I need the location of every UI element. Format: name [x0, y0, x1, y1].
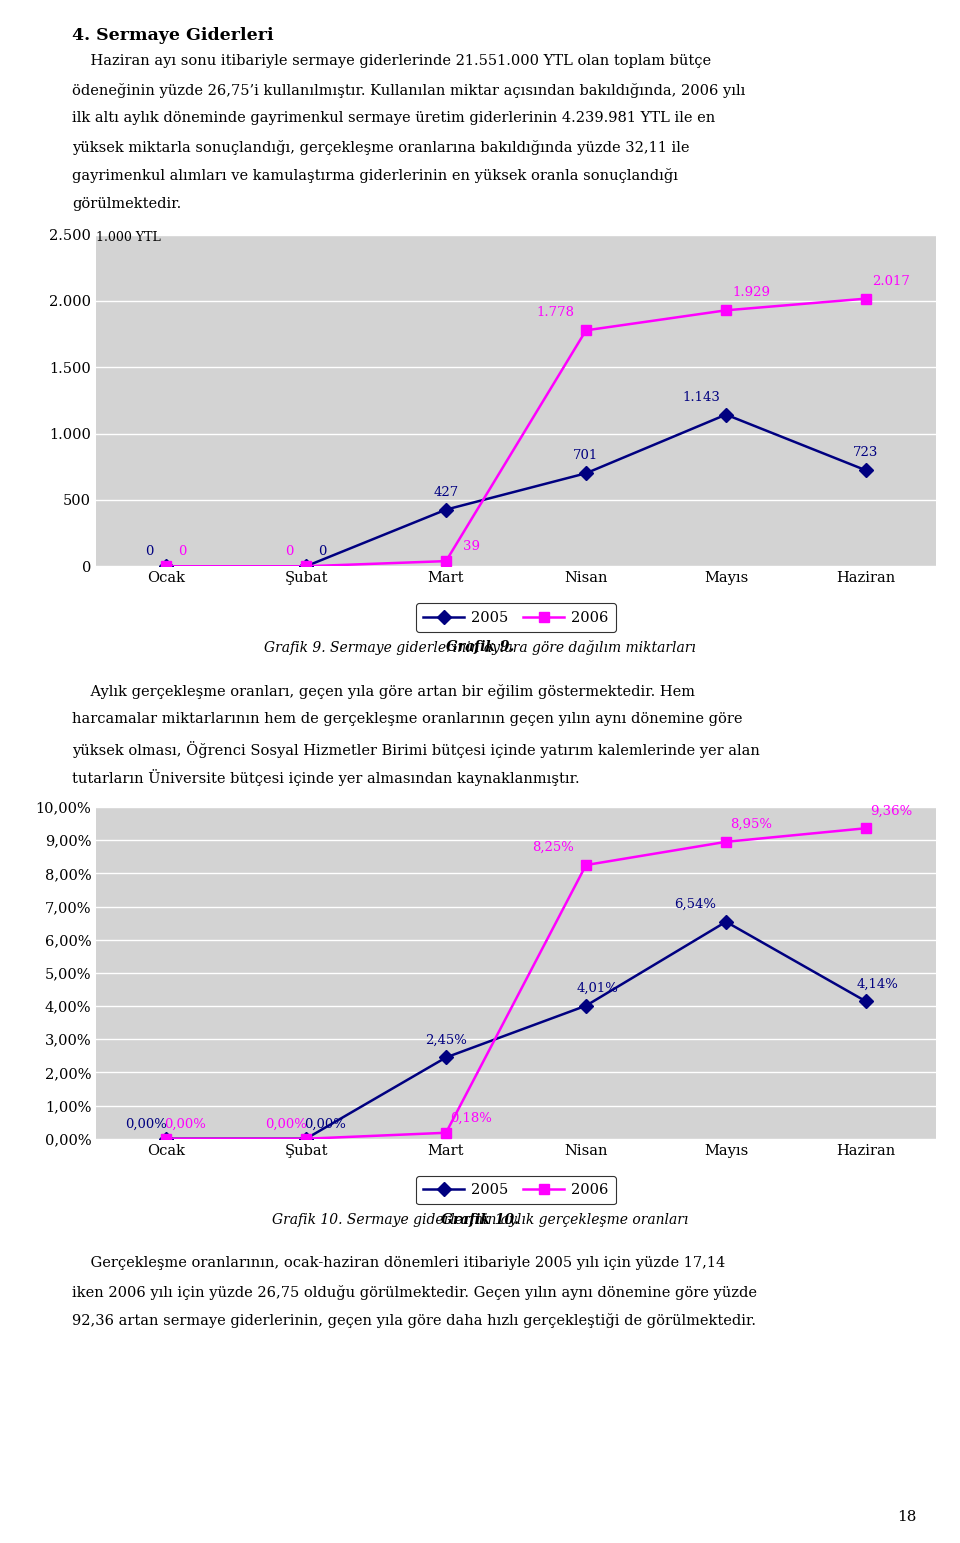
Text: 18: 18 — [898, 1511, 917, 1524]
Text: 1.778: 1.778 — [537, 307, 574, 319]
Text: gayrimenkul alımları ve kamulaştırma giderlerinin en yüksek oranla sonuçlandığı: gayrimenkul alımları ve kamulaştırma gid… — [72, 168, 678, 184]
Text: 0,00%: 0,00% — [164, 1117, 206, 1131]
Text: 0,18%: 0,18% — [450, 1111, 492, 1125]
Text: yüksek olması, Öğrenci Sosyal Hizmetler Birimi bütçesi içinde yatırım kalemlerin: yüksek olması, Öğrenci Sosyal Hizmetler … — [72, 741, 760, 758]
Text: 427: 427 — [433, 486, 459, 498]
Legend: 2005, 2006: 2005, 2006 — [416, 1176, 616, 1205]
Text: 4. Sermaye Giderleri: 4. Sermaye Giderleri — [72, 26, 274, 45]
Text: 4,01%: 4,01% — [576, 981, 618, 995]
Text: 0,00%: 0,00% — [126, 1117, 167, 1131]
Text: 0,00%: 0,00% — [266, 1117, 307, 1131]
Text: Haziran ayı sonu itibariyle sermaye giderlerinde 21.551.000 YTL olan toplam bütç: Haziran ayı sonu itibariyle sermaye gide… — [72, 54, 711, 68]
Text: 92,36 artan sermaye giderlerinin, geçen yıla göre daha hızlı gerçekleştiği de gö: 92,36 artan sermaye giderlerinin, geçen … — [72, 1313, 756, 1329]
Text: 1.000 YTL: 1.000 YTL — [96, 231, 160, 244]
Text: Aylık gerçekleşme oranları, geçen yıla göre artan bir eğilim göstermektedir. Hem: Aylık gerçekleşme oranları, geçen yıla g… — [72, 684, 695, 699]
Text: 0: 0 — [319, 545, 326, 559]
Text: tutarların Üniversite bütçesi içinde yer almasından kaynaklanmıştır.: tutarların Üniversite bütçesi içinde yer… — [72, 768, 580, 787]
Text: 0: 0 — [179, 545, 187, 559]
Text: 9,36%: 9,36% — [870, 804, 912, 818]
Text: ilk altı aylık döneminde gayrimenkul sermaye üretim giderlerinin 4.239.981 YTL i: ilk altı aylık döneminde gayrimenkul ser… — [72, 111, 715, 125]
Text: 6,54%: 6,54% — [675, 898, 716, 910]
Legend: 2005, 2006: 2005, 2006 — [416, 603, 616, 633]
Text: harcamalar miktarlarının hem de gerçekleşme oranlarının geçen yılın aynı dönemin: harcamalar miktarlarının hem de gerçekle… — [72, 711, 742, 727]
Text: 1.143: 1.143 — [682, 390, 720, 404]
Text: 0,00%: 0,00% — [304, 1117, 347, 1131]
Text: 39: 39 — [463, 540, 479, 552]
Text: yüksek miktarla sonuçlandığı, gerçekleşme oranlarına bakıldığında yüzde 32,11 il: yüksek miktarla sonuçlandığı, gerçekleşm… — [72, 139, 689, 154]
Text: Grafik 9. Sermaye giderlerinin aylara göre dağılım miktarları: Grafik 9. Sermaye giderlerinin aylara gö… — [264, 640, 696, 656]
Text: 2.017: 2.017 — [872, 275, 910, 287]
Text: Gerçekleşme oranlarının, ocak-haziran dönemleri itibariyle 2005 yılı için yüzde : Gerçekleşme oranlarının, ocak-haziran dö… — [72, 1256, 725, 1270]
Text: 701: 701 — [573, 449, 599, 463]
Text: 1.929: 1.929 — [732, 287, 770, 299]
Text: 0: 0 — [285, 545, 294, 559]
Text: 8,95%: 8,95% — [730, 818, 772, 832]
Text: Grafik 9.: Grafik 9. — [445, 640, 515, 654]
Text: 723: 723 — [853, 446, 878, 460]
Text: 0: 0 — [145, 545, 154, 559]
Text: görülmektedir.: görülmektedir. — [72, 196, 181, 211]
Text: iken 2006 yılı için yüzde 26,75 olduğu görülmektedir. Geçen yılın aynı dönemine : iken 2006 yılı için yüzde 26,75 olduğu g… — [72, 1284, 757, 1299]
Text: Grafik 10. Sermaye giderlerinin aylık gerçekleşme oranları: Grafik 10. Sermaye giderlerinin aylık ge… — [272, 1213, 688, 1227]
Text: 2,45%: 2,45% — [425, 1034, 467, 1046]
Text: ödeneğinin yüzde 26,75’i kullanılmıştır. Kullanılan miktar açısından bakıldığınd: ödeneğinin yüzde 26,75’i kullanılmıştır.… — [72, 82, 745, 97]
Text: Grafik 10.: Grafik 10. — [441, 1213, 519, 1227]
Text: 8,25%: 8,25% — [532, 841, 574, 855]
Text: 4,14%: 4,14% — [856, 978, 898, 991]
